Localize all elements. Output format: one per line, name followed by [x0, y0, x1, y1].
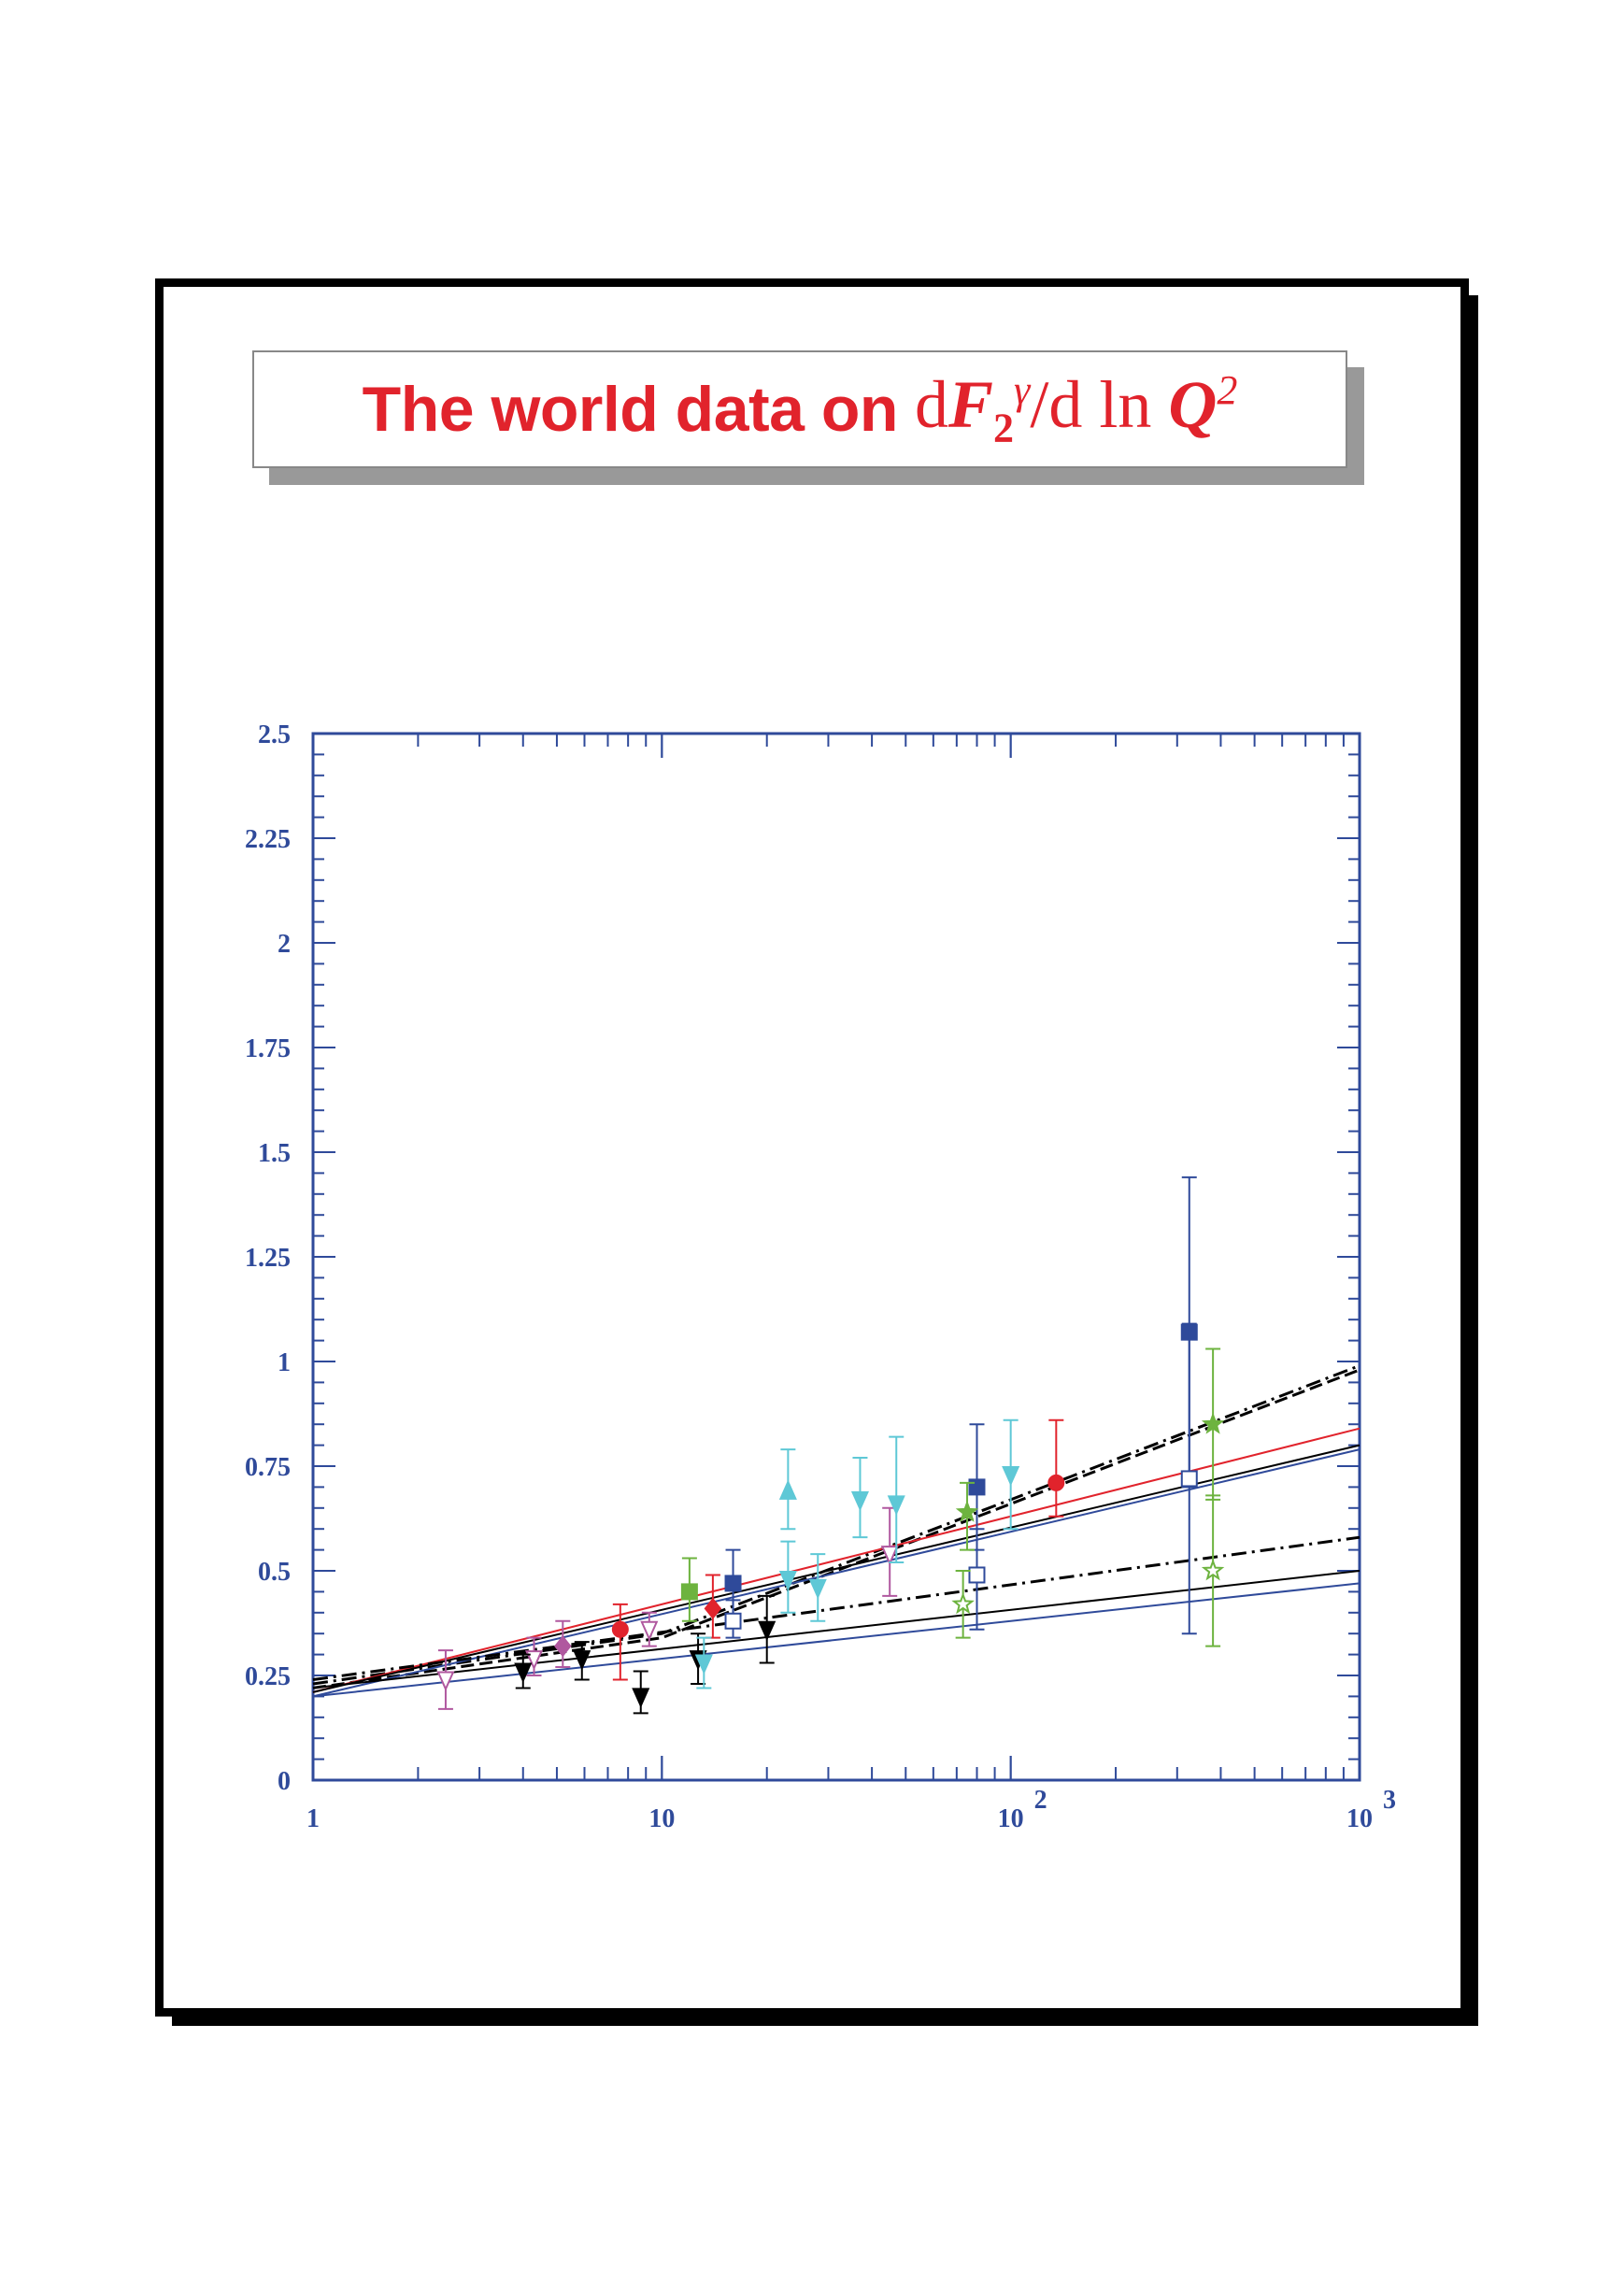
y-tick-label: 1.5 [258, 1139, 291, 1168]
title-formula: dF2γ/d ln Q2 [914, 367, 1238, 451]
fit-line [312, 1570, 1360, 1689]
fit-lines [312, 1364, 1360, 1698]
fit-line [312, 1427, 1360, 1693]
x-tick-label: 10 [648, 1804, 675, 1833]
data-marker [514, 1662, 533, 1683]
data-marker [850, 1490, 870, 1512]
data-marker [968, 1566, 986, 1584]
title-text: The world data on [362, 374, 899, 445]
y-tick-label: 2 [278, 930, 291, 959]
axes [311, 732, 1361, 1782]
y-tick-label: 1 [278, 1348, 291, 1377]
data-marker [1002, 1465, 1020, 1487]
y-tick-label: 0.25 [245, 1662, 291, 1691]
x-tick-exponent: 2 [1034, 1786, 1047, 1815]
data-marker [573, 1650, 591, 1671]
x-tick-exponent: 3 [1383, 1786, 1396, 1815]
fit-line [312, 1582, 1360, 1698]
data-marker [724, 1612, 742, 1630]
data-marker [1047, 1474, 1065, 1491]
y-tick-label: 1.75 [245, 1034, 291, 1063]
y-tick-label: 0.75 [245, 1453, 291, 1482]
data-marker [436, 1671, 455, 1691]
data-marker [887, 1495, 905, 1516]
slide-frame [155, 278, 1469, 2017]
y-tick-label: 0.5 [258, 1558, 291, 1587]
data-marker [808, 1578, 827, 1600]
data-marker [680, 1583, 698, 1601]
data-marker [778, 1570, 797, 1591]
fit-line [312, 1444, 1360, 1693]
data-marker [611, 1620, 629, 1638]
data-marker [640, 1620, 659, 1642]
x-tick-label: 10 [998, 1804, 1024, 1833]
tick-labels: 0 0.25 0.5 0.75 1 1.25 1.5 1.75 2 2.25 2.5 1 10 10 2 10… [245, 720, 1396, 1833]
x-tick-label: 1 [306, 1804, 320, 1833]
data-marker [554, 1635, 572, 1658]
y-tick-label: 2.5 [258, 720, 291, 749]
data-marker [758, 1620, 776, 1642]
data-marker [951, 1591, 975, 1615]
y-tick-label: 1.25 [245, 1244, 291, 1273]
fit-line [312, 1535, 1360, 1681]
data-marker [724, 1575, 742, 1592]
data-marker [632, 1688, 650, 1708]
data-marker [704, 1597, 722, 1619]
data-points [436, 1176, 1225, 1715]
x-tick-label: 10 [1346, 1804, 1373, 1833]
data-marker [778, 1479, 797, 1500]
fit-line [312, 1368, 1360, 1689]
data-marker [1201, 1559, 1225, 1581]
data-marker [880, 1546, 899, 1566]
data-marker [1180, 1470, 1198, 1488]
data-marker [1201, 1412, 1225, 1434]
y-tick-label: 0 [278, 1767, 291, 1796]
plot-frame [311, 732, 1361, 1782]
y-tick-label: 2.25 [245, 825, 291, 854]
title-box: The world data on dF2γ/d ln Q2 [252, 350, 1347, 468]
fit-line [312, 1364, 1360, 1686]
data-marker [955, 1500, 979, 1522]
data-marker [968, 1478, 986, 1496]
data-marker [694, 1654, 713, 1675]
